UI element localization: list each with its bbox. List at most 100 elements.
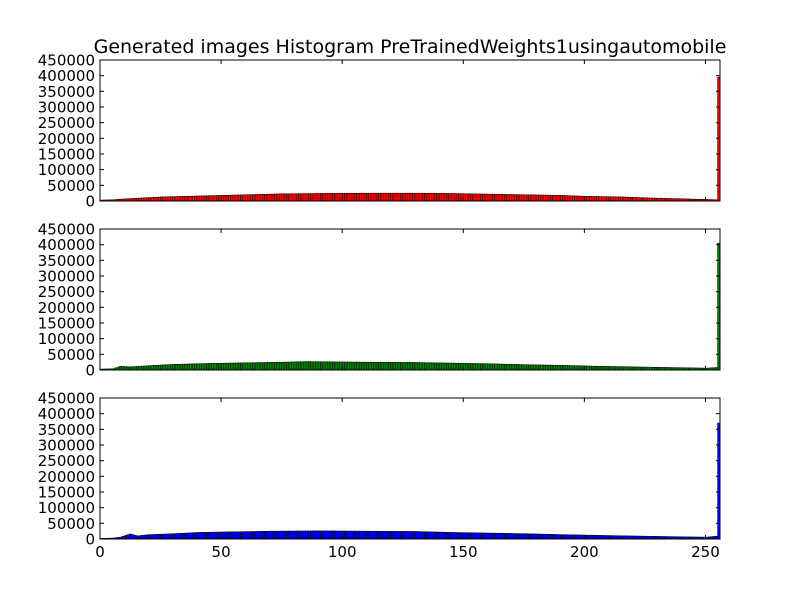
histogram-bar [390, 192, 394, 202]
histogram-bar [535, 533, 539, 540]
histogram-bar [429, 193, 433, 202]
histogram-bar [426, 362, 430, 371]
histogram-bar [228, 362, 232, 371]
histogram-bar [312, 361, 316, 371]
y-tick-label: 400000 [38, 67, 95, 85]
histogram-bar [509, 194, 512, 202]
histogram-bar [535, 194, 539, 202]
histogram-bar [167, 364, 171, 371]
histogram-bar [613, 366, 617, 371]
histogram-bar [179, 196, 183, 202]
histogram-bar [542, 194, 546, 202]
histogram-bar [228, 531, 232, 540]
histogram-bar [613, 535, 617, 540]
histogram-bar [155, 534, 159, 540]
histogram-bar [526, 194, 529, 202]
histogram-bar [588, 365, 592, 371]
histogram-bar [278, 530, 282, 540]
histogram-bar [542, 364, 546, 371]
y-tick-label: 0 [85, 362, 95, 380]
histogram-bar [390, 362, 394, 371]
histogram-bar [344, 361, 348, 371]
histogram-bar [484, 532, 488, 540]
histogram-bar [489, 193, 493, 202]
y-tick-label: 50000 [47, 515, 95, 533]
histogram-bar [310, 530, 314, 540]
histogram-bar [477, 193, 481, 202]
histogram-bar [409, 192, 413, 202]
histogram-bar [608, 535, 612, 540]
y-tick-label: 100000 [38, 161, 95, 179]
histogram-bar [378, 192, 382, 202]
histogram-bar [392, 531, 396, 540]
histogram-bar [298, 193, 302, 202]
histogram-bar [487, 363, 491, 371]
histogram-bar [489, 532, 493, 540]
histogram-bar [252, 531, 256, 540]
histogram-bar [358, 530, 362, 540]
histogram-bar [167, 196, 171, 202]
histogram-bar [305, 530, 309, 540]
histogram-bar [395, 362, 399, 371]
histogram-bar [368, 530, 372, 540]
histogram-bar [298, 361, 302, 371]
histogram-bar [162, 196, 166, 202]
histogram-bar [155, 364, 159, 371]
histogram-bar [223, 362, 227, 371]
histogram-bar [528, 194, 532, 202]
histogram-bar [615, 366, 619, 371]
histogram-bar [477, 363, 481, 371]
histogram-bar [608, 196, 612, 202]
histogram-bar [458, 362, 462, 371]
histogram-bar [259, 531, 263, 540]
histogram-bar [513, 364, 517, 371]
histogram-bar [145, 365, 149, 371]
histogram-bar [157, 364, 161, 371]
histogram-bar [407, 531, 411, 540]
histogram-bar [569, 365, 573, 371]
histogram-bar [344, 530, 348, 540]
histogram-bar [610, 535, 614, 540]
histogram-bar [232, 194, 236, 202]
histogram-bar [593, 196, 597, 202]
histogram-bar [308, 193, 311, 202]
histogram-bar [363, 192, 367, 202]
histogram-bar [625, 196, 629, 202]
histogram-bar [417, 362, 420, 371]
bar-series [99, 422, 721, 540]
histogram-bar [385, 362, 389, 371]
histogram-bar [562, 534, 566, 540]
histogram-bar [249, 531, 253, 540]
histogram-bar [138, 535, 142, 540]
histogram-bar [356, 530, 360, 540]
histogram-bar [276, 193, 280, 202]
histogram-bar [169, 533, 173, 540]
histogram-bar [605, 535, 609, 540]
histogram-bar [523, 533, 527, 540]
y-tick-label: 300000 [38, 268, 95, 286]
histogram-bar [334, 193, 338, 202]
histogram-bar [271, 193, 275, 202]
y-tick-label: 450000 [38, 52, 95, 70]
histogram-bar [242, 194, 246, 202]
histogram-bar [455, 532, 459, 540]
x-tick-label: 0 [95, 543, 105, 561]
histogram-bar [453, 532, 457, 540]
histogram-bar [375, 530, 379, 540]
histogram-bar [564, 195, 568, 202]
histogram-bar [266, 362, 270, 371]
histogram-bar [375, 361, 379, 371]
chart-title: Generated images Histogram PreTrainedWei… [94, 36, 727, 58]
histogram-bar [259, 362, 263, 371]
histogram-bar [419, 192, 423, 202]
histogram-bar [174, 196, 178, 202]
histogram-bar [194, 363, 198, 371]
histogram-bar [424, 362, 428, 371]
histogram-bar [293, 193, 297, 202]
histogram-bar [356, 192, 360, 202]
histogram-bar [327, 193, 331, 202]
histogram-bar [443, 193, 447, 202]
histogram-bar [237, 194, 241, 202]
histogram-bar [373, 530, 377, 540]
histogram-bar [177, 533, 181, 540]
